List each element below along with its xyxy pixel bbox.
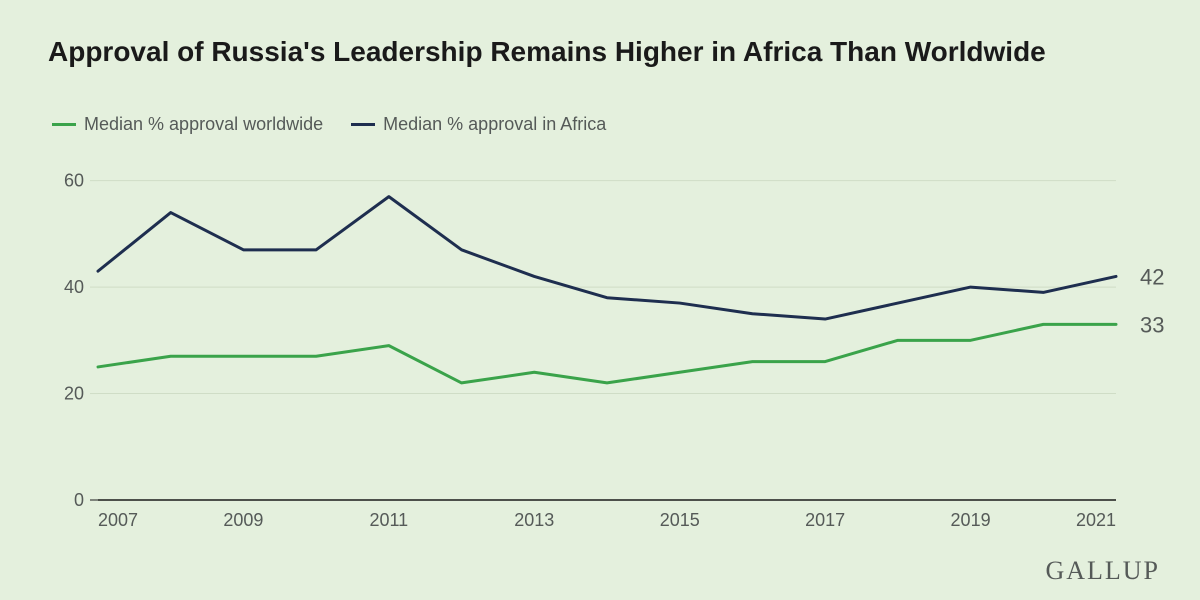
series-end-label: 33 — [1140, 312, 1164, 337]
xtick-label: 2019 — [951, 510, 991, 530]
ytick-label: 0 — [74, 490, 84, 510]
series-end-label: 42 — [1140, 264, 1164, 289]
line-chart: 0 20 40 60 2007 2009 2011 2013 2015 2017 2019 2021 4… — [0, 0, 1200, 600]
xtick-label: 2021 — [1076, 510, 1116, 530]
xtick-label: 2017 — [805, 510, 845, 530]
series-line — [98, 324, 1116, 383]
xtick-label: 2013 — [514, 510, 554, 530]
xtick-label: 2015 — [660, 510, 700, 530]
chart-root: Approval of Russia's Leadership Remains … — [0, 0, 1200, 600]
ytick-label: 20 — [64, 384, 84, 404]
ytick-label: 60 — [64, 171, 84, 191]
xtick-label: 2011 — [369, 510, 408, 530]
xtick-label: 2009 — [223, 510, 263, 530]
xtick-label: 2007 — [98, 510, 138, 530]
ytick-label: 40 — [64, 277, 84, 297]
brand-logo: GALLUP — [1045, 556, 1160, 586]
series-line — [98, 197, 1116, 319]
